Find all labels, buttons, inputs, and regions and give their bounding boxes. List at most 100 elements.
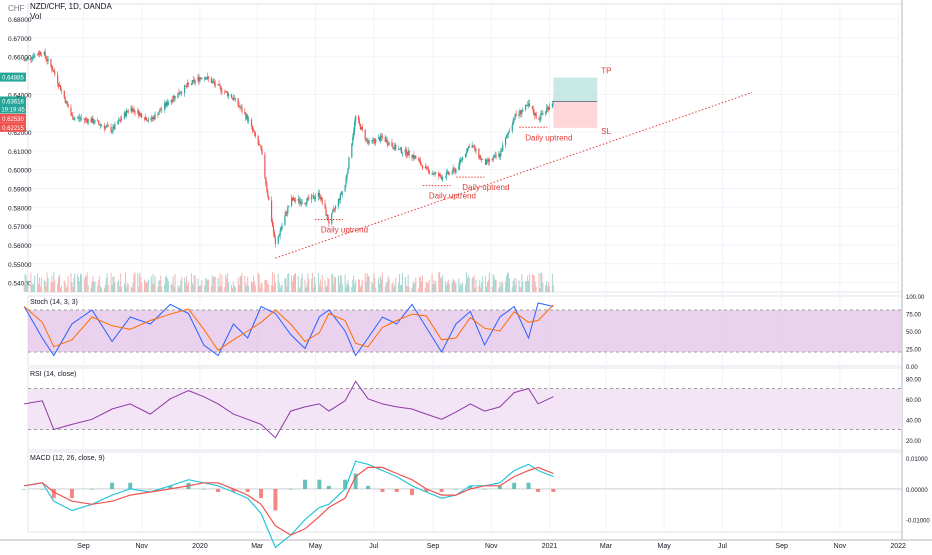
volume-bar <box>392 281 394 292</box>
candle-body <box>187 83 190 84</box>
volume-bar <box>388 278 390 292</box>
volume-bar <box>265 280 267 292</box>
volume-bar <box>398 282 400 292</box>
candle-body <box>373 139 375 142</box>
candle-body <box>434 172 436 175</box>
candle-body <box>214 83 216 86</box>
candle-body <box>260 145 262 150</box>
candle-body <box>127 111 129 113</box>
candle-body <box>53 71 55 73</box>
rsi-tick-label: 80.00 <box>906 377 922 383</box>
candle-body <box>511 124 513 131</box>
candle-body <box>83 118 85 120</box>
candle-body <box>86 119 88 123</box>
candle-body <box>60 90 63 92</box>
time-tick-label: 2021 <box>542 543 558 550</box>
candle-body <box>481 159 483 160</box>
volume-bar <box>226 278 228 292</box>
candle-body <box>39 51 42 55</box>
volume-bar <box>73 278 75 292</box>
volume-bar <box>411 287 413 292</box>
volume-bar <box>527 275 529 292</box>
volume-bar <box>435 280 437 292</box>
candle-body <box>405 149 407 156</box>
volume-bar <box>37 273 39 292</box>
volume-bar <box>314 276 316 292</box>
candle-body <box>220 86 222 92</box>
volume-bar <box>91 281 93 292</box>
candle-body <box>252 129 255 132</box>
candle-body <box>535 113 537 119</box>
volume-bar <box>521 274 523 292</box>
volume-bar <box>251 283 253 292</box>
candle-body <box>527 103 530 106</box>
volume-bar <box>549 286 551 292</box>
volume-bar <box>487 279 489 292</box>
candle-body <box>170 99 172 103</box>
candle-body <box>486 159 489 161</box>
volume-bar <box>371 281 373 292</box>
candle-body <box>421 165 424 169</box>
price-badge-label: 0.62530 <box>2 117 24 123</box>
volume-bar <box>92 276 94 292</box>
candle-body <box>399 147 402 149</box>
candle-body <box>261 149 263 155</box>
candle-body <box>538 118 540 120</box>
candle-body <box>54 71 56 75</box>
volume-bar <box>488 272 490 292</box>
candle-body <box>321 197 323 204</box>
volume-bar <box>360 284 362 292</box>
volume-bar <box>328 279 330 292</box>
volume-bar <box>145 282 147 292</box>
volume-bar <box>231 287 233 292</box>
candle-body <box>85 118 87 120</box>
volume-bar <box>387 275 389 292</box>
volume-bar <box>508 278 510 292</box>
time-tick-label: 2022 <box>890 543 906 550</box>
candle-body <box>357 116 360 121</box>
candle-body <box>547 107 549 109</box>
volume-bar <box>154 276 156 292</box>
macd-histogram-bar <box>409 488 414 496</box>
volume-bar <box>538 273 540 292</box>
candle-body <box>150 117 152 121</box>
candle-body <box>280 228 282 231</box>
volume-bar <box>201 280 203 292</box>
price-badge-label: 0.63616 <box>2 100 24 106</box>
volume-bar <box>85 276 87 292</box>
volume-bar <box>444 281 446 292</box>
candle-body <box>152 117 154 119</box>
macd-histogram-bar <box>353 473 358 489</box>
candle-body <box>519 110 521 114</box>
volume-bar <box>259 287 261 292</box>
volume-bar <box>233 285 235 292</box>
candle-body <box>227 94 230 97</box>
stop-loss-zone <box>553 101 598 128</box>
volume-bar <box>546 281 548 292</box>
volume-bar <box>253 281 255 292</box>
volume-bar <box>331 273 333 292</box>
volume-bar <box>315 283 317 292</box>
candle-body <box>291 197 294 201</box>
volume-bar <box>224 286 226 292</box>
candle-body <box>205 77 207 80</box>
volume-bar <box>547 286 549 292</box>
candle-body <box>461 159 463 161</box>
candle-body <box>198 77 200 82</box>
volume-bar <box>445 284 447 292</box>
volume-bar <box>347 279 349 292</box>
stoch-tick-label: 0.00 <box>906 365 918 371</box>
candle-body <box>395 144 397 150</box>
volume-bar <box>339 275 341 292</box>
candle-body <box>160 109 162 111</box>
candle-body <box>474 146 476 151</box>
volume-bar <box>308 278 310 292</box>
daily-uptrend-label: Daily uptrend <box>462 183 509 192</box>
volume-bar <box>287 273 289 292</box>
volume-bar <box>46 272 48 292</box>
volume-bar <box>227 273 229 292</box>
volume-bar <box>507 272 509 292</box>
candle-body <box>91 118 93 123</box>
